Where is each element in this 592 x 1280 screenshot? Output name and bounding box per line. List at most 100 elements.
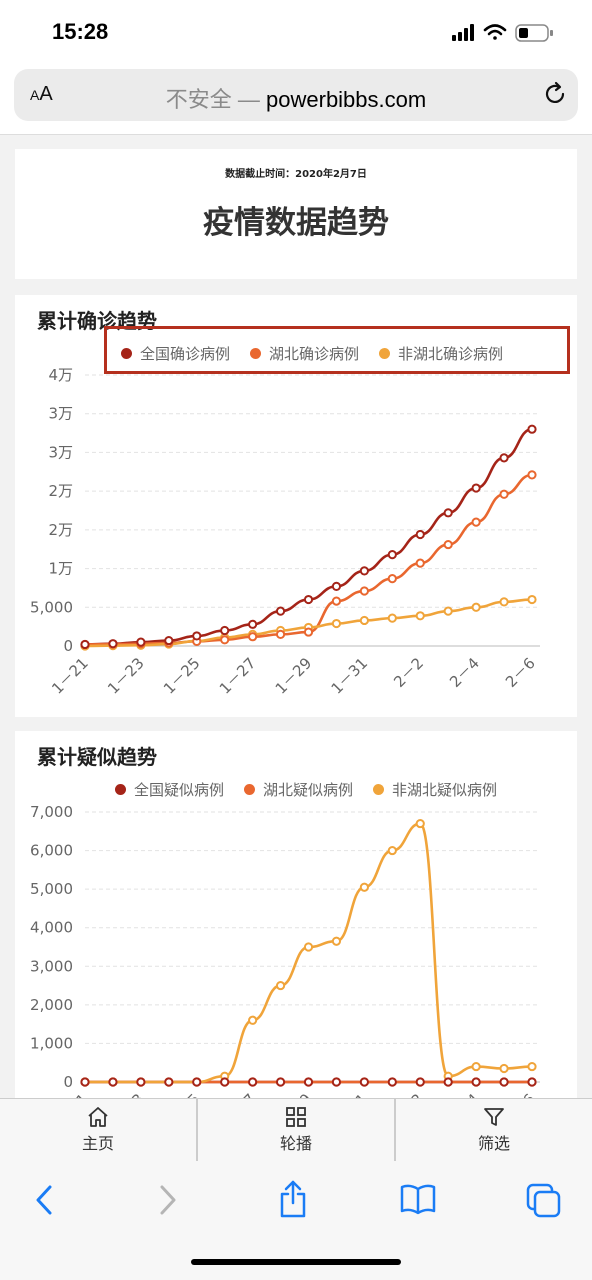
legend-item-outside-hubei[interactable]: 非湖北确诊病例	[379, 343, 503, 364]
battery-icon	[515, 24, 553, 42]
status-time: 15:28	[52, 19, 109, 44]
y-tick-label: 4,000	[30, 919, 73, 937]
data-point-national	[303, 1077, 314, 1087]
status-bar: 15:28	[0, 0, 592, 64]
signal-icon	[452, 24, 474, 41]
tab-filter[interactable]: 筛选	[396, 1099, 592, 1161]
data-point-hubei	[443, 539, 453, 550]
data-point-national	[359, 566, 369, 576]
legend-item-hubei[interactable]: 湖北疑似病例	[244, 779, 353, 800]
data-point-national	[415, 1077, 425, 1087]
data-point-outside-hubei	[499, 1063, 509, 1074]
series-line-outside-hubei	[84, 598, 533, 648]
chart-legend: 全国疑似病例 湖北疑似病例 非湖北疑似病例	[115, 779, 497, 800]
data-point-national	[499, 453, 509, 463]
y-tick-label: 6,000	[30, 842, 73, 860]
insecure-label: 不安全 —	[165, 87, 260, 112]
y-tick-label: 1,000	[30, 1034, 73, 1052]
data-point-national	[108, 1077, 118, 1087]
filter-icon	[484, 1108, 504, 1126]
series-line-national	[84, 427, 533, 646]
data-point-hubei	[303, 627, 314, 637]
legend-marker-hubei	[244, 784, 256, 795]
data-point-national	[136, 1077, 146, 1087]
tab-label: 轮播	[279, 1134, 312, 1153]
bookmarks-icon[interactable]	[400, 1183, 436, 1219]
x-tick-label: 1－31	[328, 654, 372, 698]
legend-marker-national	[121, 348, 132, 359]
address-bar[interactable]: AA 不安全 — powerbibbs.com	[14, 69, 578, 121]
forward-icon[interactable]	[156, 1183, 180, 1221]
data-point-outside-hubei	[527, 594, 537, 605]
data-point-outside-hubei	[471, 602, 481, 612]
data-point-national	[331, 581, 342, 591]
x-tick-label: 1－29	[272, 654, 316, 698]
data-point-national	[275, 1077, 286, 1087]
y-tick-label: 5,000	[30, 598, 73, 616]
url-text[interactable]: 不安全 — powerbibbs.com	[14, 82, 578, 114]
x-tick-label: 9	[296, 1090, 315, 1099]
data-point-national	[415, 529, 425, 540]
legend-marker-outside	[379, 348, 391, 359]
data-point-outside-hubei	[415, 611, 425, 621]
data-point-outside-hubei	[527, 1061, 537, 1072]
x-tick-label: 2	[408, 1090, 427, 1099]
tabs-icon[interactable]	[526, 1183, 562, 1223]
tab-carousel[interactable]: 轮播	[198, 1099, 396, 1161]
back-icon[interactable]	[32, 1183, 56, 1221]
legend-item-outside-hubei[interactable]: 非湖北疑似病例	[373, 779, 497, 800]
data-point-national	[248, 619, 258, 629]
x-tick-label: 2－4	[446, 654, 483, 691]
data-point-hubei	[415, 558, 425, 568]
chart-title: 累计疑似趋势	[37, 745, 157, 769]
data-point-outside-hubei	[415, 818, 425, 829]
data-point-national	[220, 1077, 230, 1087]
address-bar-area: AA 不安全 — powerbibbs.com	[0, 64, 592, 135]
y-tick-label: 2,000	[30, 996, 73, 1014]
share-icon[interactable]	[278, 1179, 308, 1223]
data-point-national	[80, 639, 90, 650]
data-point-outside-hubei	[359, 882, 369, 892]
data-point-national	[443, 508, 453, 518]
legend-item-national[interactable]: 全国确诊病例	[121, 343, 230, 364]
data-point-national	[387, 1077, 397, 1087]
data-point-hubei	[359, 586, 369, 596]
data-point-national	[164, 635, 174, 646]
reload-icon[interactable]	[542, 81, 568, 111]
y-tick-label: 3万	[48, 405, 73, 423]
data-point-national	[387, 550, 397, 560]
legend-item-hubei[interactable]: 湖北确诊病例	[250, 343, 359, 364]
data-point-national	[443, 1077, 453, 1087]
data-point-outside-hubei	[443, 606, 453, 616]
legend-item-national[interactable]: 全国疑似病例	[115, 779, 224, 800]
tab-home[interactable]: 主页	[0, 1099, 198, 1161]
data-point-national	[303, 594, 314, 605]
x-tick-label: 31	[345, 1090, 371, 1099]
wifi-icon	[483, 24, 507, 40]
data-point-outside-hubei	[359, 615, 369, 626]
home-icon	[88, 1107, 108, 1127]
text-size-button[interactable]: AA	[30, 83, 53, 105]
bottom-tab-bar: 主页 轮播 筛选	[0, 1098, 592, 1162]
data-point-national	[527, 1077, 537, 1087]
data-point-outside-hubei	[303, 942, 314, 952]
data-point-national	[331, 1077, 342, 1087]
data-point-outside-hubei	[331, 618, 342, 629]
data-point-national	[275, 606, 286, 616]
legend-marker-national	[115, 784, 126, 795]
x-tick-label: 1－21	[48, 654, 92, 698]
y-tick-label: 2万	[48, 482, 73, 500]
x-tick-label: 4	[463, 1090, 482, 1099]
header-card: 数据截止时间：2020年2月7日 疫情数据趋势	[15, 149, 577, 279]
data-point-outside-hubei	[499, 597, 509, 607]
data-point-national	[248, 1077, 258, 1087]
x-tick-label: 1－23	[104, 654, 148, 698]
x-tick-label: 1－25	[160, 654, 204, 698]
x-tick-label: 6	[519, 1090, 538, 1099]
data-point-hubei	[331, 596, 342, 606]
data-point-outside-hubei	[248, 1015, 258, 1025]
data-point-hubei	[471, 517, 481, 527]
data-point-national	[471, 1077, 481, 1087]
data-point-hubei	[499, 489, 509, 499]
legend-marker-hubei	[250, 348, 262, 359]
